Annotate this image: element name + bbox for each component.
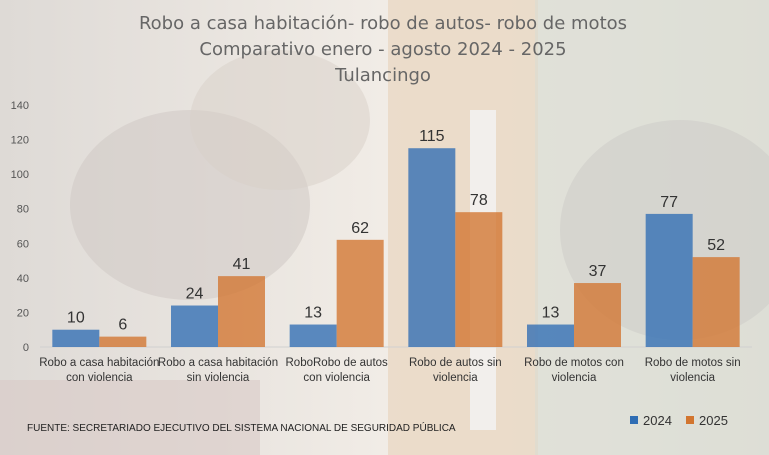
y-tick-label: 60 [17, 238, 29, 250]
data-label-2025: 62 [351, 220, 369, 237]
category-label: con violencia [303, 372, 370, 384]
bar-2025 [336, 239, 384, 347]
data-label-2025: 78 [470, 192, 488, 209]
data-label-2025: 6 [118, 317, 127, 334]
category-label: violencia [670, 372, 715, 384]
source-note: FUENTE: SECRETARIADO EJECUTIVO DEL SISTE… [27, 421, 456, 434]
data-label-2024: 24 [186, 286, 204, 303]
y-tick-label: 80 [17, 204, 29, 216]
chart-subtitle: Comparativo enero - agosto 2024 - 2025 [199, 39, 566, 60]
data-label-2025: 37 [589, 263, 607, 280]
data-label-2025: 41 [233, 256, 251, 273]
bar-2024 [645, 213, 693, 347]
category-label: Robo de motos sin [645, 357, 741, 369]
legend-swatch-2024 [630, 416, 638, 424]
chart-subtitle-location: Tulancingo [334, 65, 431, 86]
category-label: violencia [433, 372, 478, 384]
data-label-2024: 115 [419, 128, 445, 145]
y-tick-label: 40 [17, 273, 29, 285]
category-label: con violencia [66, 372, 133, 384]
y-tick-label: 120 [11, 135, 29, 147]
y-tick-label: 140 [11, 100, 29, 112]
data-labels: 10 6 24 41 13 62 115 78 13 37 77 52 [67, 128, 725, 333]
y-axis: 0 20 40 60 80 100 120 140 [11, 100, 752, 354]
data-label-2024: 13 [542, 305, 560, 322]
bar-2024 [408, 148, 456, 347]
category-label: sin violencia [187, 372, 250, 384]
bar-2024 [289, 324, 337, 347]
y-tick-label: 20 [17, 307, 29, 319]
y-tick-label: 100 [11, 169, 29, 181]
bar-2025 [455, 212, 503, 347]
category-label: Robo de motos con [524, 357, 624, 369]
bar-2024 [171, 305, 218, 347]
bar-2024 [527, 324, 574, 347]
bar-2025 [574, 283, 621, 347]
legend-label-2025: 2025 [699, 413, 728, 428]
bar-2025 [218, 276, 265, 347]
category-label: RoboRobo de autos [286, 357, 389, 369]
y-tick-label: 0 [23, 342, 29, 354]
category-label: Robo a casa habitación [39, 357, 159, 369]
bar-2025 [692, 257, 740, 347]
category-label: Robo de autos sin [409, 357, 502, 369]
category-label: Robo a casa habitación [158, 357, 278, 369]
data-label-2024: 10 [67, 310, 85, 327]
bar-2025 [99, 336, 147, 347]
data-label-2024: 13 [304, 305, 322, 322]
legend-swatch-2025 [686, 416, 694, 424]
category-label: violencia [552, 372, 597, 384]
data-label-2024: 77 [660, 194, 678, 211]
x-axis: Robo a casa habitación con violencia Robo … [39, 357, 740, 384]
bar-2024 [52, 329, 100, 347]
data-label-2025: 52 [707, 237, 725, 254]
legend-label-2024: 2024 [643, 413, 672, 428]
bar-group [52, 148, 740, 347]
chart-title: Robo a casa habitación- robo de autos- r… [139, 13, 627, 34]
legend: 2024 2025 [630, 413, 728, 428]
